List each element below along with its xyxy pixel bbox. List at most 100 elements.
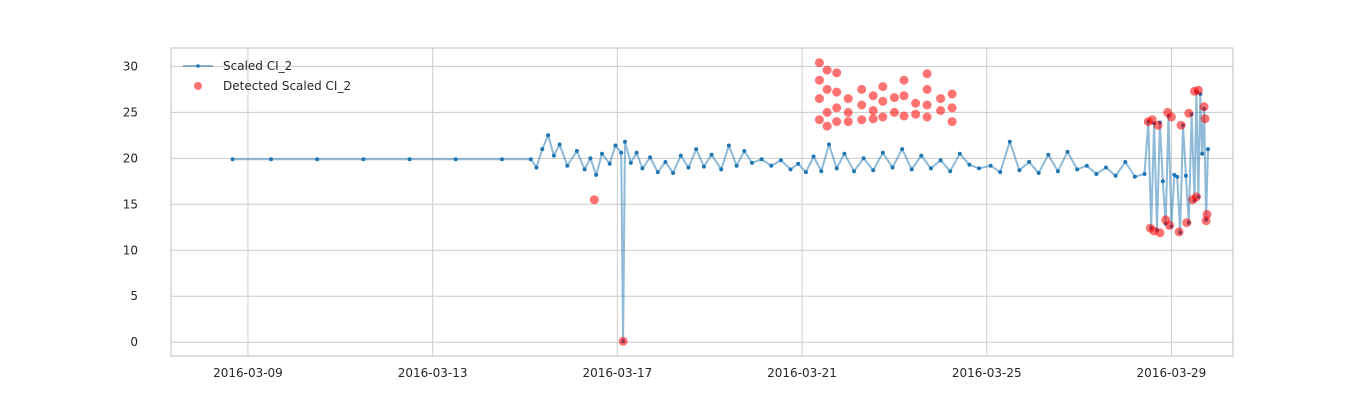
detected-point <box>922 112 932 122</box>
detected-point <box>878 112 888 122</box>
detected-point <box>814 58 824 68</box>
series-point <box>928 166 933 171</box>
detected-point <box>1182 218 1192 228</box>
legend-dot-swatch <box>196 64 200 68</box>
series-point <box>407 157 412 162</box>
detected-point <box>857 115 867 125</box>
series-point <box>819 169 824 174</box>
legend-detected-swatch <box>194 82 202 90</box>
x-tick-label: 2016-03-21 <box>767 366 837 380</box>
detected-point <box>1202 209 1212 219</box>
series-point <box>919 153 924 158</box>
detected-point <box>832 103 842 113</box>
detected-point <box>1184 108 1194 118</box>
y-tick-label: 20 <box>123 151 138 165</box>
series-point <box>880 150 885 155</box>
series-point <box>1183 173 1188 178</box>
detected-point <box>1166 112 1176 122</box>
detected-point <box>843 117 853 127</box>
series-point <box>1160 179 1165 184</box>
series-point <box>623 139 627 144</box>
detected-point <box>922 84 932 94</box>
series-point <box>852 169 856 174</box>
detected-point <box>814 75 824 85</box>
series-point <box>534 165 539 170</box>
detected-point <box>922 69 932 79</box>
detected-point <box>899 111 909 121</box>
detected-point <box>1191 192 1201 202</box>
detected-point <box>868 91 878 101</box>
series-point <box>1200 151 1205 156</box>
y-tick-labels: 0 5 10 15 20 25 30 <box>123 59 138 349</box>
series-point <box>594 172 599 177</box>
series-point <box>967 162 972 167</box>
series-point <box>613 143 618 148</box>
series-point <box>1017 168 1022 173</box>
detected-point <box>868 114 878 124</box>
series-point <box>988 163 993 168</box>
series-point <box>1113 173 1118 178</box>
series-point <box>1075 167 1080 172</box>
series-point <box>871 168 876 173</box>
detected-point <box>947 103 957 113</box>
series-point <box>361 157 366 162</box>
legend-label-detected: Detected Scaled CI_2 <box>223 79 351 93</box>
series-point <box>759 157 764 162</box>
series-point <box>1046 152 1051 157</box>
series-point <box>957 151 962 156</box>
series-point <box>726 143 731 148</box>
series-point <box>557 142 562 147</box>
detected-point <box>1165 220 1174 230</box>
detected-point <box>1193 85 1203 95</box>
series-point <box>977 166 981 171</box>
series-point <box>648 155 653 160</box>
y-tick-label: 25 <box>123 105 138 119</box>
detected-point <box>1153 120 1163 130</box>
detected-point <box>822 84 832 94</box>
series-point <box>686 165 691 170</box>
series-point <box>834 166 839 171</box>
series-point <box>678 153 683 158</box>
detected-point <box>843 94 853 104</box>
x-tick-label: 2016-03-13 <box>398 366 468 380</box>
series-point <box>769 163 774 168</box>
series-point <box>796 161 801 166</box>
series-point <box>719 167 724 172</box>
series-point <box>861 156 866 161</box>
y-tick-label: 10 <box>123 243 138 257</box>
detected-point <box>1176 120 1186 130</box>
plot-area <box>171 48 1233 356</box>
y-tick-label: 15 <box>123 197 138 211</box>
detected-point <box>1200 114 1210 124</box>
detected-point <box>832 87 842 97</box>
detected-point <box>1199 102 1209 112</box>
detected-point <box>936 94 946 104</box>
series-point <box>1172 172 1177 177</box>
series-point <box>588 156 593 161</box>
y-tick-label: 30 <box>123 59 138 73</box>
detected-point <box>889 107 899 117</box>
series-point <box>890 165 895 170</box>
x-tick-labels: 2016-03-09 2016-03-13 2016-03-17 2016-03-21… <box>213 366 1206 380</box>
series-point <box>655 170 660 175</box>
series-point <box>628 160 633 165</box>
series-point <box>663 160 668 164</box>
series-point <box>574 149 579 153</box>
series-point <box>788 167 793 172</box>
detected-point <box>899 75 909 85</box>
detected-point <box>1174 227 1184 237</box>
series-point <box>694 147 699 152</box>
series-point <box>938 158 943 163</box>
series-point <box>778 158 783 163</box>
plot-frame <box>170 47 1234 357</box>
series-point <box>528 157 533 162</box>
series-point <box>1007 139 1012 144</box>
detected-point <box>822 65 832 75</box>
series-point <box>546 133 551 138</box>
detected-point <box>922 100 932 110</box>
x-tick-label: 2016-03-17 <box>582 366 652 380</box>
series-point <box>900 147 905 152</box>
series-point <box>499 157 504 162</box>
x-tick-label: 2016-03-09 <box>213 366 283 380</box>
series-point <box>540 147 545 152</box>
